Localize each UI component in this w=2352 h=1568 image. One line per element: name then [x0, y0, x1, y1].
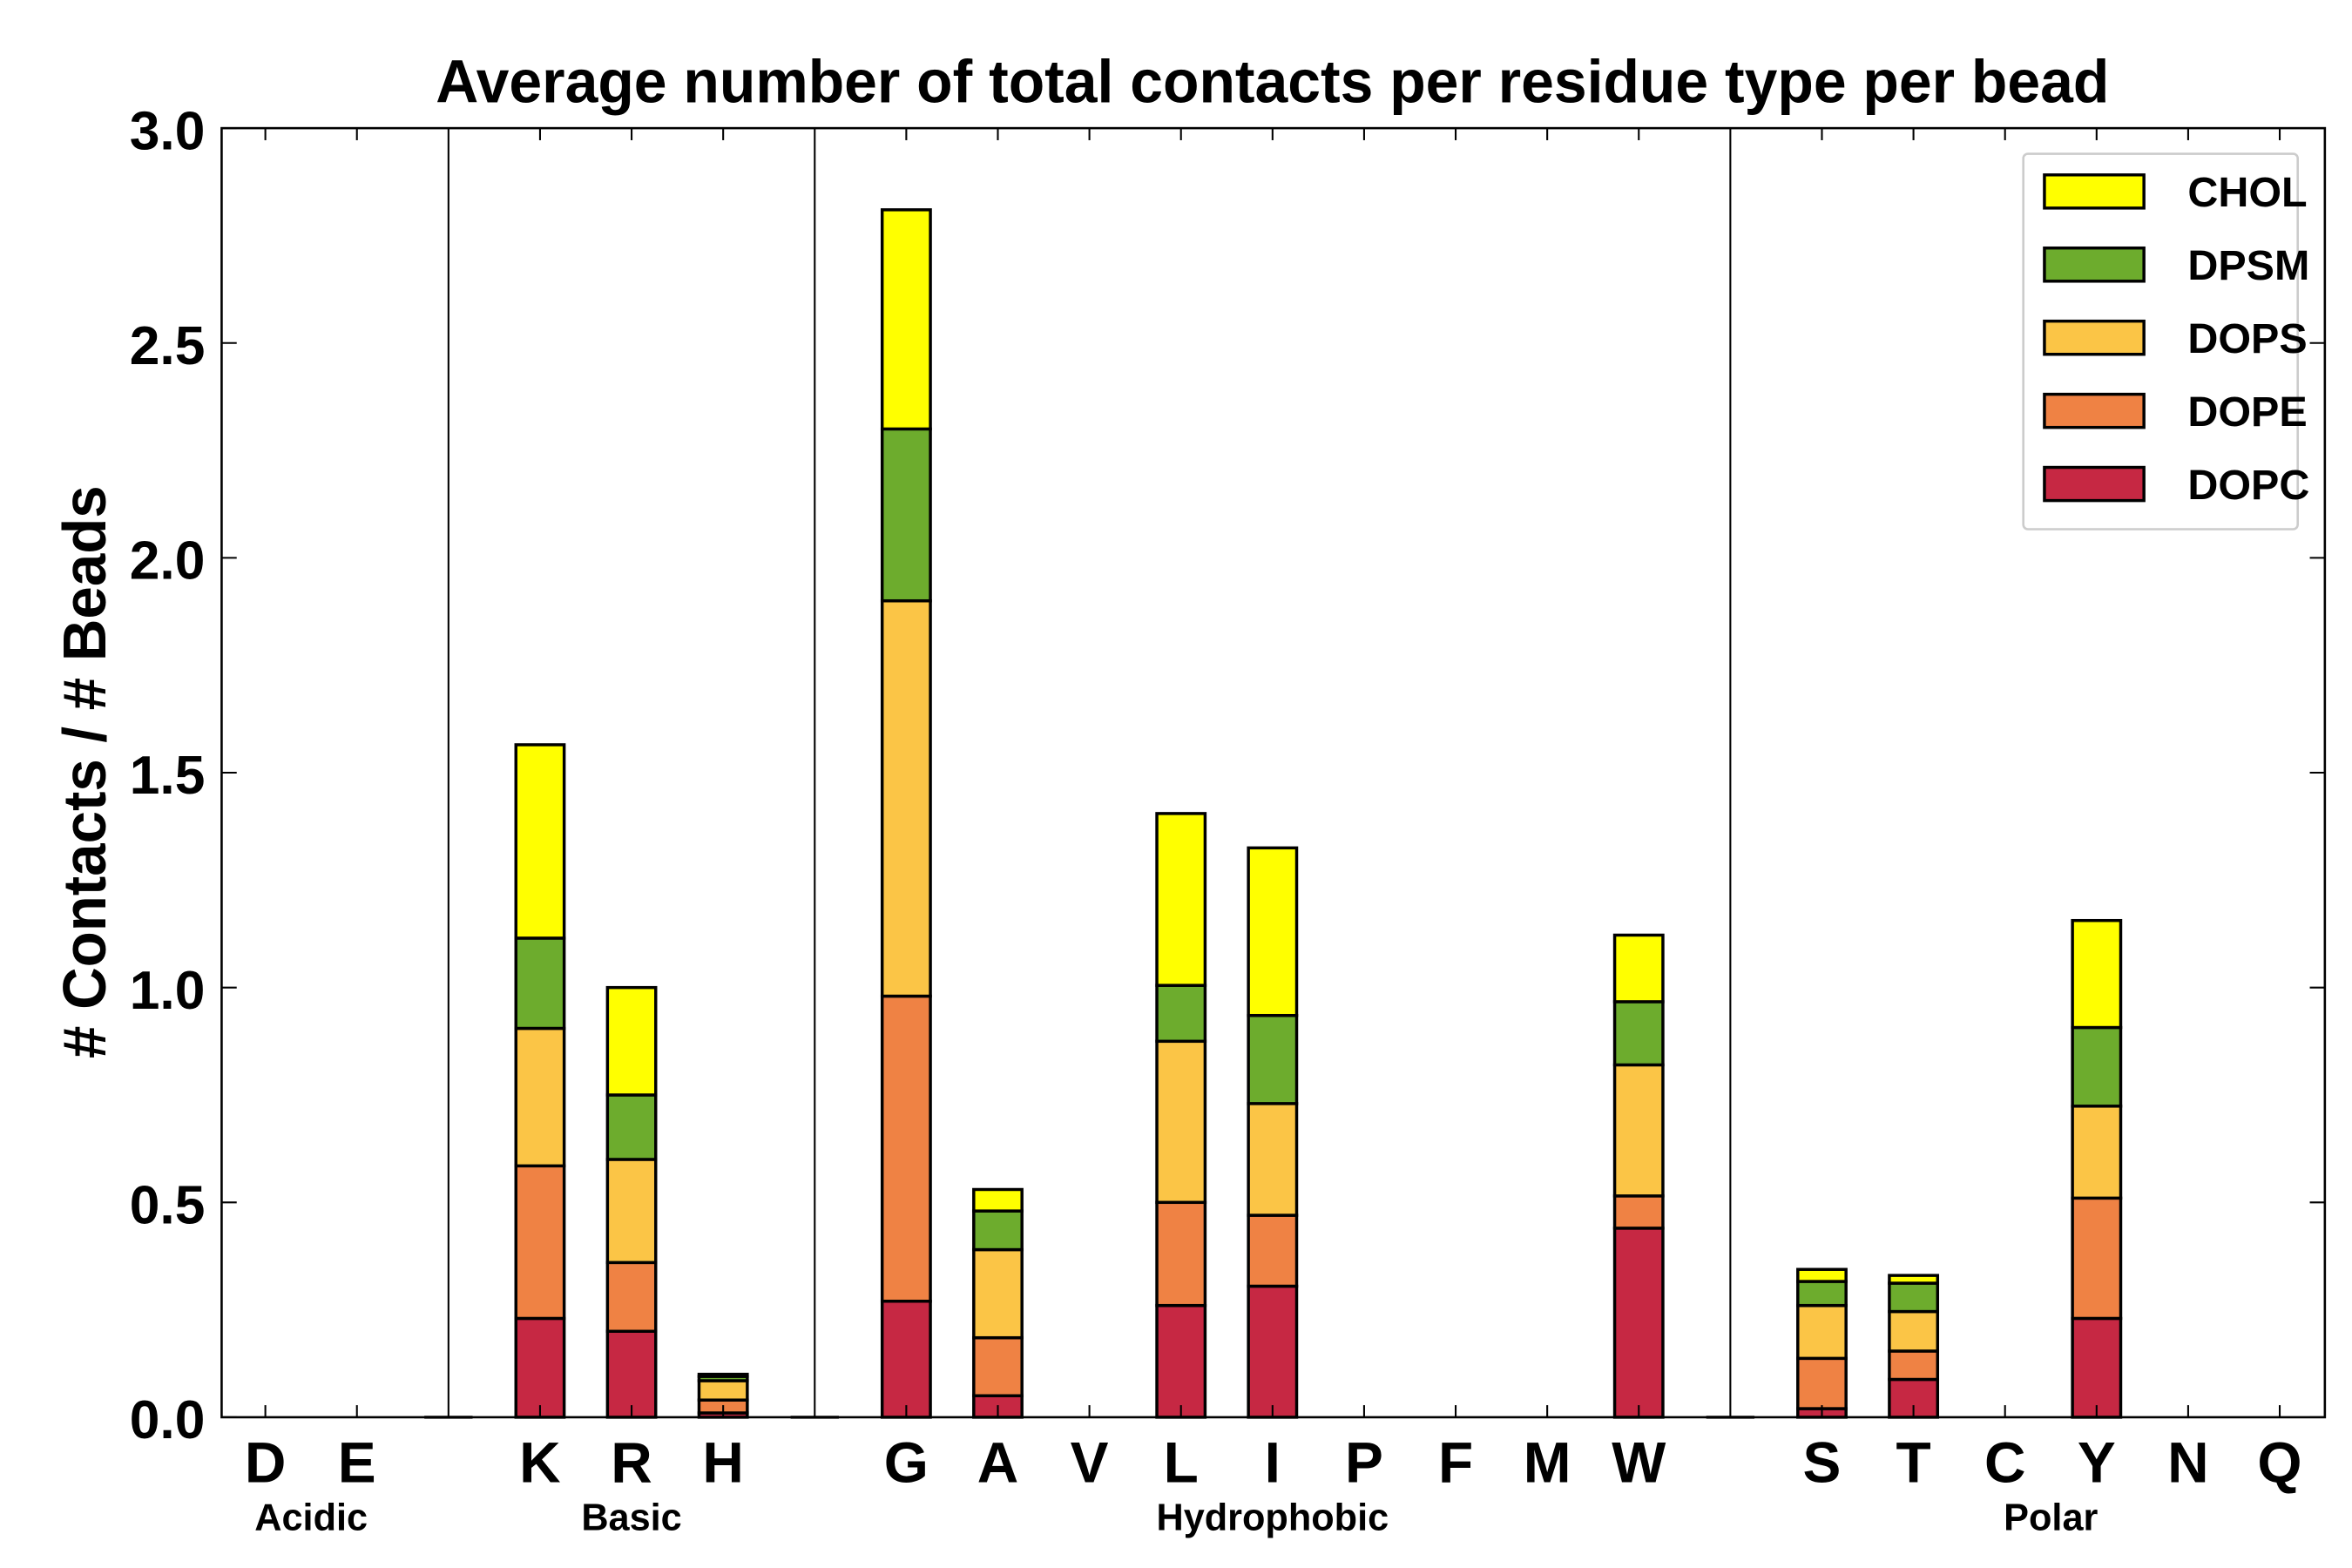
x-tick-label: K — [519, 1429, 560, 1494]
bar-dops-S — [1796, 1303, 1848, 1361]
bar-chol-L — [1155, 812, 1207, 987]
bar-dope-I — [1247, 1213, 1299, 1288]
bar-dops-T — [1888, 1309, 1940, 1353]
x-tick-label: G — [884, 1429, 929, 1494]
group-label: Basic — [581, 1497, 681, 1539]
legend-label: DOPC — [2187, 462, 2309, 509]
x-tick-label: R — [611, 1429, 652, 1494]
y-tick-label: 2.0 — [130, 531, 206, 591]
bar-dops-W — [1612, 1063, 1665, 1198]
bar-dope-L — [1155, 1200, 1207, 1308]
bar-dops-Y — [2071, 1105, 2123, 1200]
bar-dops-R — [605, 1158, 658, 1265]
bar-dops-I — [1247, 1102, 1299, 1217]
y-tick-label: 0.0 — [130, 1390, 206, 1450]
x-tick-label: I — [1265, 1429, 1281, 1494]
bar-dpsm-W — [1612, 1000, 1665, 1067]
bar-dope-R — [605, 1260, 658, 1334]
bar-dope-G — [880, 994, 932, 1303]
legend-swatch-dopc — [2043, 465, 2146, 503]
bar-dpsm-R — [605, 1093, 658, 1161]
legend-swatch-chol — [2043, 173, 2146, 210]
bar-chol-A — [972, 1187, 1024, 1213]
bar-chol-H — [697, 1372, 749, 1378]
legend-label: DOPE — [2187, 389, 2307, 436]
bar-dope-Y — [2071, 1196, 2123, 1321]
bar-chol-S — [1796, 1267, 1848, 1283]
chart-title: Average number of total contacts per res… — [436, 48, 2109, 116]
group-label: Hydrophobic — [1156, 1497, 1389, 1539]
x-tick-label: M — [1524, 1429, 1571, 1494]
bar-dopc-I — [1247, 1284, 1299, 1419]
x-tick-label: S — [1803, 1429, 1842, 1494]
bar-dpsm-Y — [2071, 1025, 2123, 1108]
x-tick-label: D — [245, 1429, 286, 1494]
bar-dpsm-I — [1247, 1013, 1299, 1105]
x-tick-label: C — [1984, 1429, 2025, 1494]
y-tick-label: 1.0 — [130, 961, 206, 1021]
bar-dopc-L — [1155, 1303, 1207, 1419]
x-tick-label: P — [1345, 1429, 1383, 1494]
legend: CHOL DPSM DOPS DOPE DOPC — [2022, 152, 2309, 531]
legend-label: CHOL — [2187, 169, 2307, 216]
bar-dope-A — [972, 1335, 1024, 1397]
bar-chol-K — [514, 743, 566, 940]
bar-dope-K — [514, 1164, 566, 1321]
bar-chol-R — [605, 985, 658, 1097]
bar-dopc-K — [514, 1316, 566, 1419]
x-tick-label: E — [338, 1429, 376, 1494]
bar-dops-K — [514, 1026, 566, 1168]
bar-dops-G — [880, 598, 932, 998]
bar-chol-Y — [2071, 918, 2123, 1030]
bar-dops-A — [972, 1247, 1024, 1340]
y-tick-label: 0.5 — [130, 1176, 206, 1236]
bar-dopc-W — [1612, 1227, 1665, 1419]
bar-chol-G — [880, 208, 932, 431]
bar-dpsm-K — [514, 936, 566, 1031]
legend-swatch-dops — [2043, 319, 2146, 356]
bar-dops-H — [697, 1379, 749, 1402]
bar-dpsm-T — [1888, 1281, 1940, 1314]
bar-chol-T — [1888, 1274, 1940, 1285]
bar-dpsm-G — [880, 427, 932, 603]
group-label: Acidic — [254, 1497, 368, 1539]
bar-dpsm-A — [972, 1209, 1024, 1252]
y-tick-label: 2.5 — [130, 316, 206, 376]
x-tick-label: W — [1612, 1429, 1666, 1494]
group-label: Polar — [2004, 1497, 2098, 1539]
bar-dopc-G — [880, 1300, 932, 1419]
legend-swatch-dpsm — [2043, 246, 2146, 283]
bar-chol-I — [1247, 846, 1299, 1017]
bar-dopc-R — [605, 1329, 658, 1419]
bar-dpsm-S — [1796, 1280, 1848, 1308]
x-tick-label: N — [2167, 1429, 2208, 1494]
x-tick-label: Q — [2257, 1429, 2301, 1494]
x-tick-label: L — [1164, 1429, 1199, 1494]
y-tick-label: 1.5 — [130, 746, 206, 806]
x-tick-label: A — [977, 1429, 1018, 1494]
bar-dope-S — [1796, 1356, 1848, 1410]
bar-dope-T — [1888, 1349, 1940, 1382]
x-tick-label: Y — [2078, 1429, 2116, 1494]
x-tick-label: V — [1071, 1429, 1109, 1494]
y-axis-label: # Contacts / # Beads — [51, 485, 118, 1058]
legend-swatch-dope — [2043, 392, 2146, 429]
y-tick-label: 3.0 — [130, 101, 206, 161]
bar-chol-W — [1612, 933, 1665, 1004]
plot-frame — [220, 126, 2327, 1419]
bar-dpsm-L — [1155, 983, 1207, 1044]
x-tick-label: H — [702, 1429, 743, 1494]
legend-label: DPSM — [2187, 242, 2309, 289]
legend-label: DOPS — [2187, 315, 2307, 362]
bar-dopc-Y — [2071, 1316, 2123, 1419]
bar-dops-L — [1155, 1039, 1207, 1205]
x-tick-label: T — [1896, 1429, 1931, 1494]
bar-dope-W — [1612, 1194, 1665, 1230]
x-tick-label: F — [1438, 1429, 1473, 1494]
